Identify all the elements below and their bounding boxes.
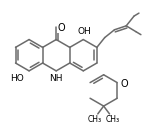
Text: O: O [120, 79, 128, 89]
Text: OH: OH [77, 27, 91, 36]
Text: CH₃: CH₃ [105, 115, 119, 124]
Text: O: O [57, 23, 65, 33]
Text: CH₃: CH₃ [88, 115, 102, 124]
Text: NH: NH [49, 74, 63, 83]
Text: HO: HO [10, 74, 24, 83]
